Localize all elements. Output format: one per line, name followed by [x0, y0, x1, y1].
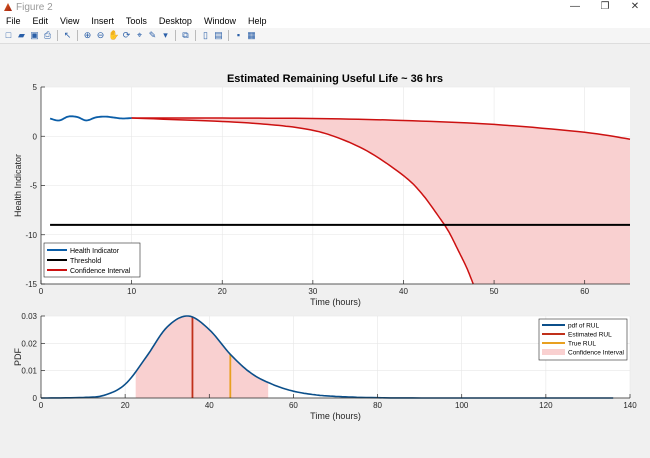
y-tick-label: 0.01	[21, 367, 37, 376]
x-tick-label: 80	[373, 401, 382, 410]
legend-entry: Confidence Interval	[70, 268, 131, 275]
x-tick-label: 30	[308, 287, 317, 296]
x-axis-label: Time (hours)	[310, 411, 361, 421]
minimize-button[interactable]: —	[570, 1, 580, 12]
print-icon[interactable]: ⎙	[43, 30, 52, 40]
pointer-icon[interactable]: ↖	[63, 30, 72, 40]
health-indicator-line	[49, 115, 132, 122]
x-tick-label: 20	[121, 401, 130, 410]
menu-view[interactable]: View	[60, 16, 80, 26]
x-tick-label: 100	[455, 401, 469, 410]
x-tick-label: 40	[205, 401, 214, 410]
new-file-icon[interactable]: □	[5, 30, 12, 40]
x-tick-label: 0	[39, 401, 44, 410]
save-icon[interactable]: ▣	[30, 30, 39, 40]
menu-desktop[interactable]: Desktop	[158, 16, 192, 26]
legend: pdf of RUL Estimated RUL True RUL Confidenc…	[538, 318, 628, 361]
rotate-icon[interactable]: ⟳	[122, 30, 131, 40]
confidence-interval-fill	[131, 118, 630, 284]
y-tick-label: 0	[33, 132, 38, 141]
pan-icon[interactable]: ✋	[108, 30, 120, 40]
y-tick-label: -5	[30, 182, 38, 191]
menu-edit[interactable]: Edit	[32, 16, 49, 26]
matlab-logo-icon	[4, 3, 12, 11]
legend-entry: pdf of RUL	[568, 323, 599, 330]
show-plot-tools-icon[interactable]: ▦	[247, 30, 256, 40]
brush-icon[interactable]: ✎	[148, 30, 157, 40]
colorbar-icon[interactable]: ▯	[203, 30, 208, 40]
menu-bar: File Edit View Insert Tools Desktop Window Help	[0, 14, 650, 28]
legend-entry: Estimated RUL	[568, 332, 612, 339]
zoom-in-icon[interactable]: ⊕	[83, 30, 92, 40]
x-tick-label: 60	[580, 287, 589, 296]
toolbar-separator	[228, 30, 229, 41]
menu-tools[interactable]: Tools	[125, 16, 147, 26]
window-title: Figure 2	[16, 1, 53, 13]
toolbar-separator	[57, 30, 58, 41]
menu-file[interactable]: File	[6, 16, 21, 26]
hide-plot-tools-icon[interactable]: ▪	[236, 30, 241, 40]
y-axis-label: PDF	[13, 347, 23, 366]
legend-swatch	[542, 349, 565, 355]
legend: Health Indicator Threshold Confidence Inte…	[43, 242, 141, 278]
toolbar-separator	[195, 30, 196, 41]
close-button[interactable]: ✕	[630, 1, 640, 12]
toolbar: □ ▰ ▣ ⎙ ↖ ⊕ ⊖ ✋ ⟳ ⌖ ✎ ▾ ⧉ ▯ ▤ ▪ ▦	[0, 28, 650, 44]
ci-upper-line	[131, 117, 631, 140]
link-plot-icon[interactable]: ⧉	[182, 30, 189, 40]
chart-title: Estimated Remaining Useful Life ~ 36 hrs	[227, 73, 443, 85]
x-tick-label: 60	[289, 401, 298, 410]
toolbar-separator	[77, 30, 78, 41]
pdf-line	[41, 315, 614, 399]
legend-entry: Confidence Interval	[568, 350, 625, 357]
legend-icon[interactable]: ▤	[214, 30, 223, 40]
pdf-confidence-interval-fill	[135, 316, 269, 398]
menu-insert[interactable]: Insert	[91, 16, 114, 26]
x-tick-label: 0	[39, 287, 44, 296]
x-axis-label: Time (hours)	[310, 297, 361, 307]
x-tick-label: 20	[218, 287, 227, 296]
y-tick-label: 0	[33, 394, 38, 403]
zoom-out-icon[interactable]: ⊖	[96, 30, 105, 40]
x-tick-label: 50	[490, 287, 499, 296]
dropdown-icon[interactable]: ▾	[163, 30, 168, 40]
legend-box	[43, 242, 141, 278]
y-tick-label: 0.03	[21, 312, 37, 321]
x-tick-label: 40	[399, 287, 408, 296]
x-tick-label: 120	[539, 401, 553, 410]
y-tick-label: -15	[25, 280, 37, 289]
y-axis-label: Health Indicator	[13, 154, 23, 217]
menu-window[interactable]: Window	[203, 16, 236, 26]
legend-entry: True RUL	[568, 341, 596, 348]
title-bar: Figure 2 — ❐ ✕	[0, 0, 650, 14]
y-tick-label: -10	[25, 231, 37, 240]
y-tick-label: 0.02	[21, 339, 37, 348]
y-tick-label: 5	[33, 83, 38, 92]
x-tick-label: 140	[623, 401, 637, 410]
data-cursor-icon[interactable]: ⌖	[136, 30, 143, 40]
ci-lower-line	[131, 117, 474, 285]
toolbar-separator	[175, 30, 176, 41]
restore-button[interactable]: ❐	[600, 1, 610, 12]
menu-help[interactable]: Help	[247, 16, 267, 26]
x-tick-label: 10	[127, 287, 136, 296]
open-folder-icon[interactable]: ▰	[18, 30, 25, 40]
legend-entry: Threshold	[70, 258, 101, 265]
legend-entry: Health Indicator	[70, 248, 120, 255]
